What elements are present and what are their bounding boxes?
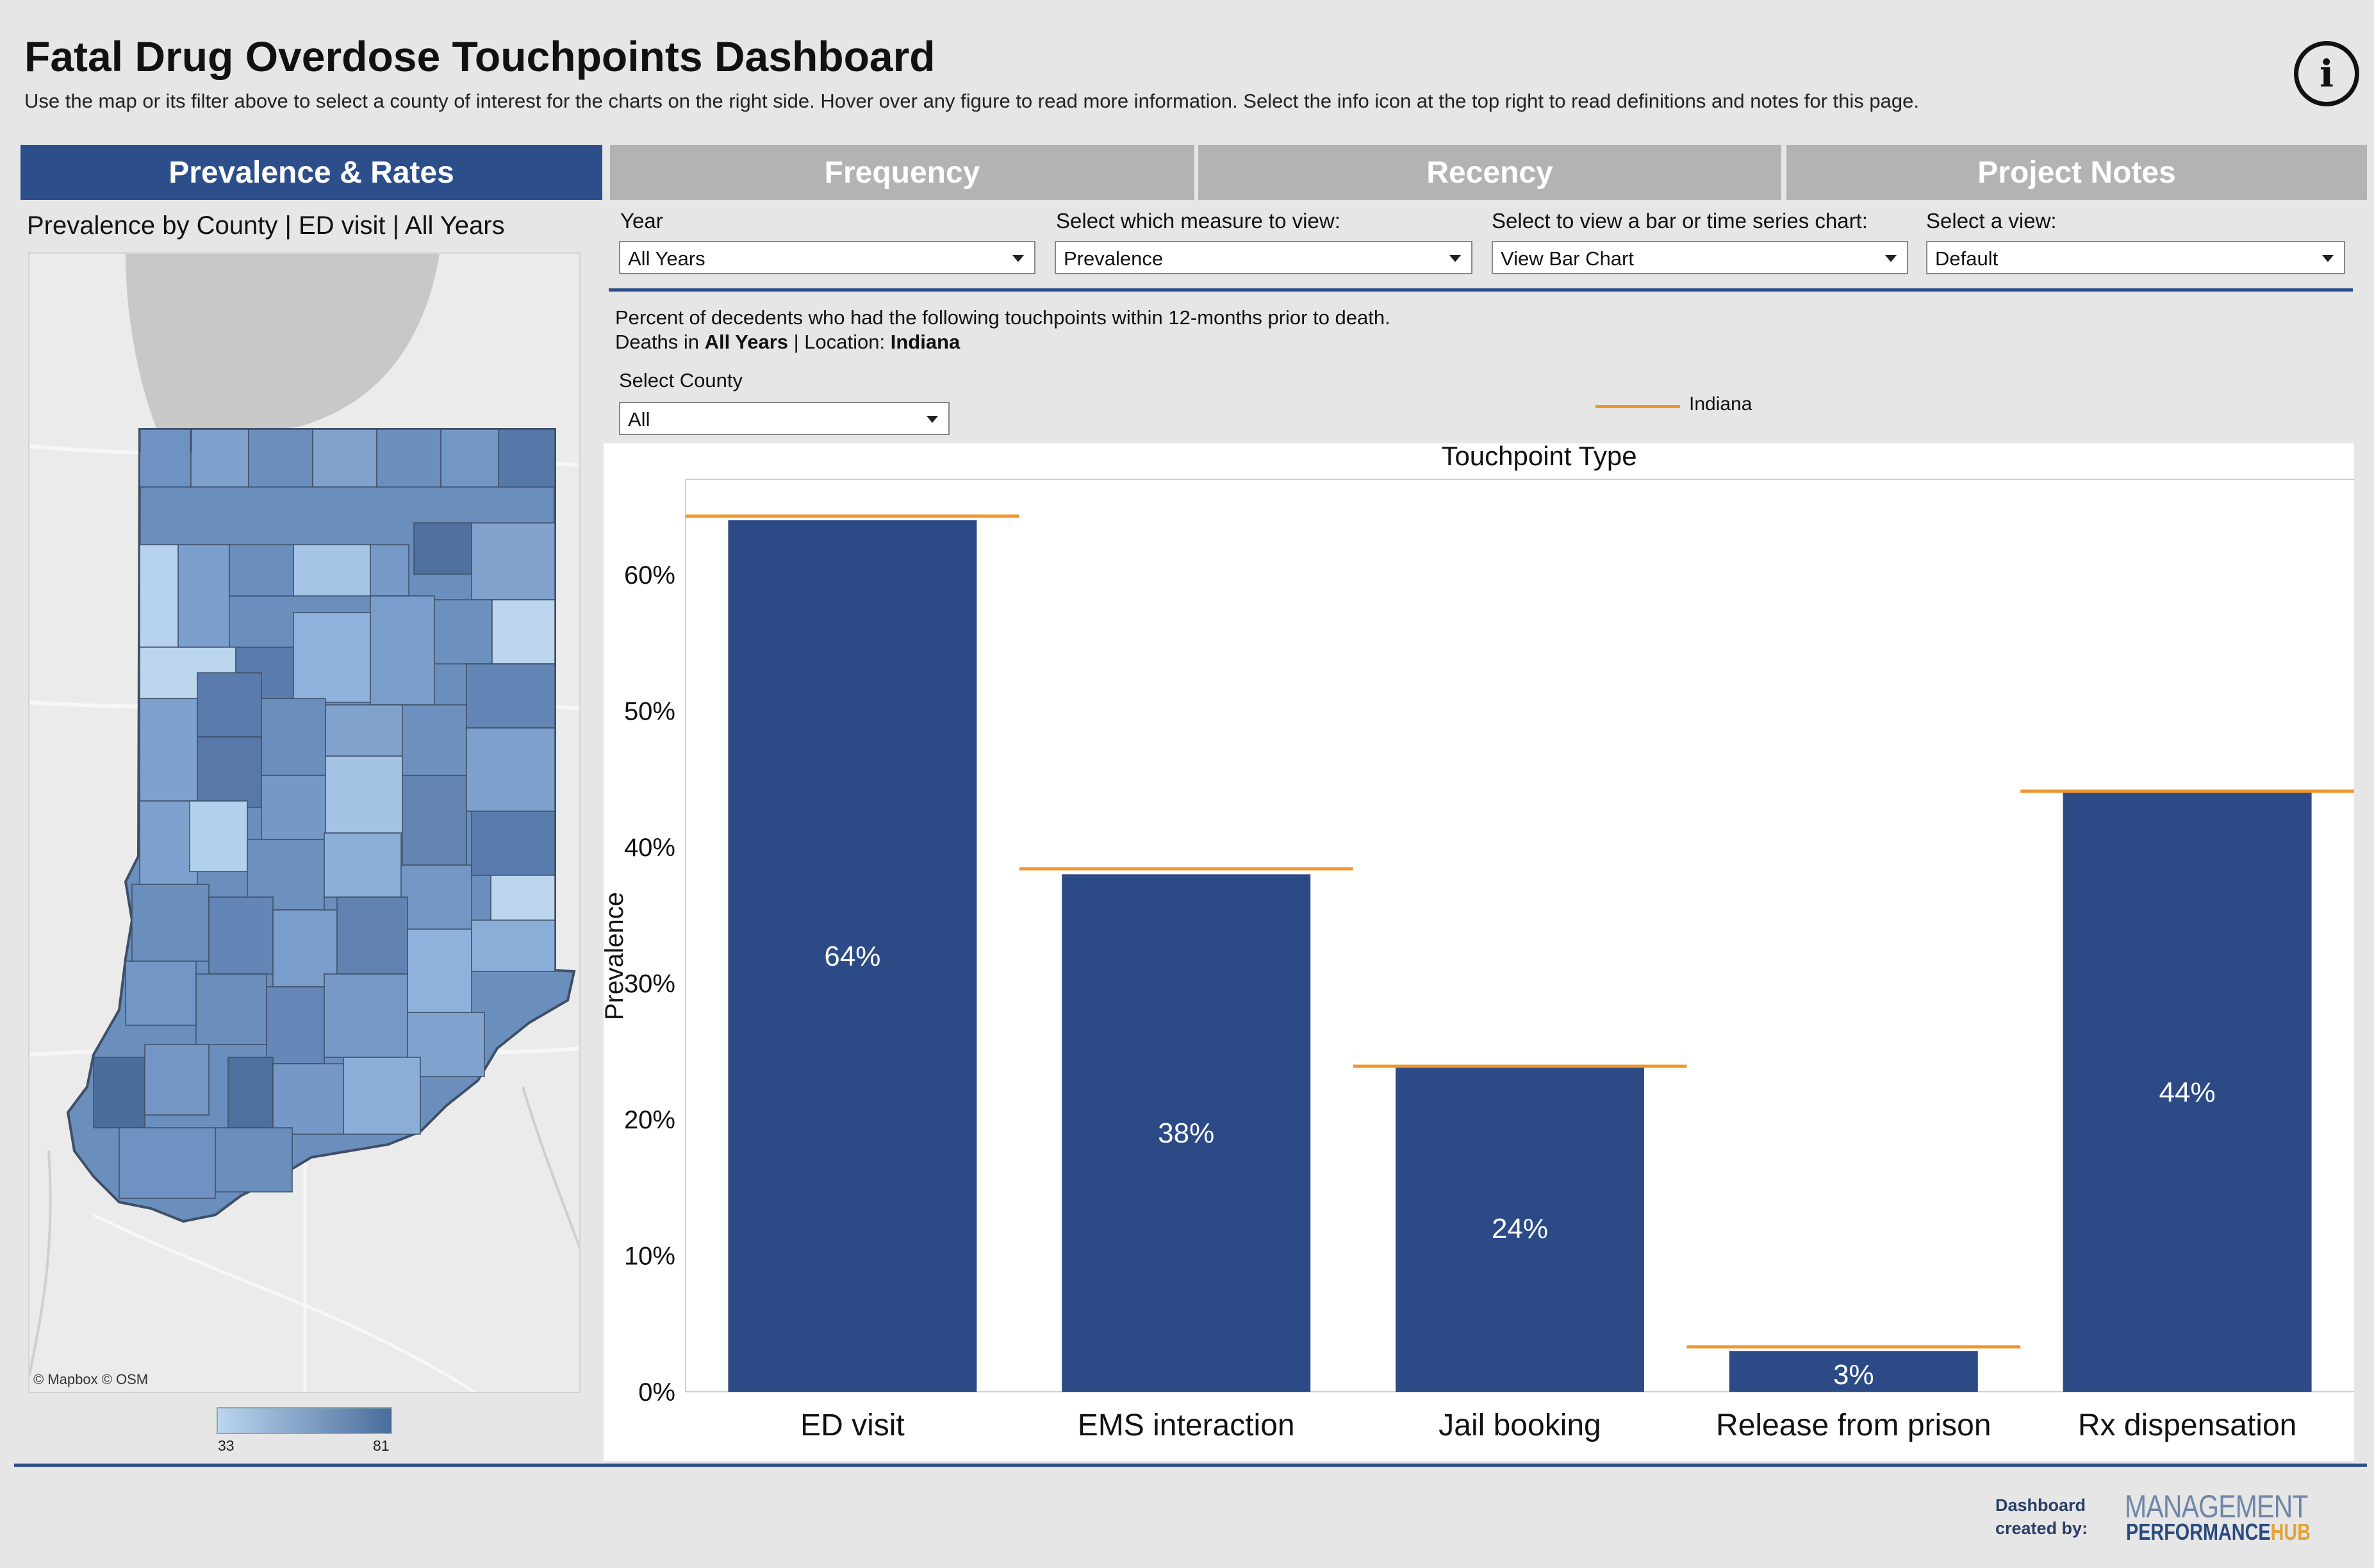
chart-type-filter-label: Select to view a bar or time series char… <box>1492 209 1868 233</box>
bar[interactable] <box>728 520 977 1392</box>
map-credit: © Mapbox © OSM <box>33 1371 149 1387</box>
page-subtitle: Use the map or its filter above to selec… <box>24 90 1919 112</box>
bar[interactable] <box>1062 874 1311 1392</box>
bar-data-label: 38% <box>1158 1118 1214 1149</box>
bar[interactable] <box>1729 1351 1978 1392</box>
county-map[interactable] <box>28 252 581 1393</box>
logo-performance: PERFORMANCE <box>2126 1519 2271 1545</box>
x-tick-label: Rx dispensation <box>2078 1408 2297 1442</box>
chart-description: Percent of decedents who had the followi… <box>615 306 1390 329</box>
y-tick-label: 0% <box>638 1378 675 1407</box>
chevron-down-icon <box>1012 255 1024 262</box>
chevron-down-icon <box>1449 255 1461 262</box>
measure-filter-label: Select which measure to view: <box>1056 209 1340 233</box>
bar[interactable] <box>2063 792 2312 1392</box>
tab-project-notes[interactable]: Project Notes <box>1786 145 2367 200</box>
x-tick-label: Release from prison <box>1716 1408 1991 1442</box>
x-tick-label: EMS interaction <box>1078 1408 1295 1442</box>
x-tick-label: ED visit <box>800 1408 905 1442</box>
chart-panel: Touchpoint Type Prevalence 0% 10% 20% 30% 40… <box>600 441 2354 1461</box>
chart-title: Touchpoint Type <box>1441 443 1636 471</box>
context-location: Indiana <box>890 331 960 353</box>
mph-logo-bottom[interactable]: PERFORMANCEHUB <box>2126 1519 2311 1546</box>
y-tick-label: 60% <box>624 561 675 590</box>
y-axis-label: Prevalence <box>604 892 629 1020</box>
y-tick-label: 10% <box>624 1242 675 1270</box>
bar-data-label: 3% <box>1833 1359 1874 1391</box>
footer-divider <box>14 1464 2367 1467</box>
tab-frequency[interactable]: Frequency <box>610 145 1194 200</box>
county-dropdown-value: All <box>628 408 650 431</box>
year-dropdown[interactable]: All Years <box>619 241 1035 274</box>
measure-dropdown[interactable]: Prevalence <box>1055 241 1472 274</box>
chevron-down-icon <box>2322 255 2334 262</box>
mph-logo-top[interactable]: MANAGEMENT <box>2125 1489 2308 1524</box>
county-dropdown[interactable]: All <box>619 402 950 435</box>
bar-data-label: 44% <box>2159 1077 2216 1108</box>
info-icon[interactable]: i <box>2294 41 2359 106</box>
chevron-down-icon <box>1885 255 1897 262</box>
tab-prevalence-rates[interactable]: Prevalence & Rates <box>21 145 602 200</box>
page-title: Fatal Drug Overdose Touchpoints Dashboar… <box>24 33 936 80</box>
logo-hub: HUB <box>2270 1519 2311 1545</box>
credit-line-1: Dashboard <box>1995 1496 2086 1515</box>
y-tick-label: 30% <box>624 970 675 998</box>
y-tick-label: 50% <box>624 697 675 725</box>
year-filter-label: Year <box>620 209 663 233</box>
legend-max-value: 81 <box>373 1437 390 1454</box>
context-prefix: Deaths in <box>615 331 705 353</box>
chart-type-dropdown[interactable]: View Bar Chart <box>1492 241 1908 274</box>
lake-michigan <box>126 254 440 433</box>
credit-line-2: created by: <box>1995 1519 2088 1538</box>
view-dropdown[interactable]: Default <box>1926 241 2345 274</box>
bar-chart[interactable]: Touchpoint Type Prevalence 0% 10% 20% 30% 40… <box>600 441 2354 1461</box>
x-tick-label: Jail booking <box>1438 1408 1601 1442</box>
context-separator: | Location: <box>788 331 891 353</box>
county-filter-label: Select County <box>619 369 743 392</box>
map-canvas[interactable] <box>29 254 581 1393</box>
y-tick-label: 20% <box>624 1106 675 1134</box>
bar[interactable] <box>1396 1064 1644 1392</box>
filter-divider <box>609 288 2353 292</box>
legend-min-value: 33 <box>218 1437 235 1454</box>
indiana-legend-line <box>1595 405 1680 408</box>
context-years: All Years <box>704 331 788 353</box>
view-filter-label: Select a view: <box>1926 209 2057 233</box>
chart-type-dropdown-value: View Bar Chart <box>1501 247 1634 270</box>
color-legend-bar <box>217 1407 392 1434</box>
chevron-down-icon <box>927 416 938 423</box>
view-dropdown-value: Default <box>1935 247 1999 270</box>
map-title: Prevalence by County | ED visit | All Ye… <box>27 211 505 240</box>
measure-dropdown-value: Prevalence <box>1064 247 1164 270</box>
y-tick-label: 40% <box>624 834 675 862</box>
tab-recency[interactable]: Recency <box>1198 145 1781 200</box>
bar-data-label: 64% <box>824 941 880 972</box>
year-dropdown-value: All Years <box>628 247 705 270</box>
chart-context: Deaths in All Years | Location: Indiana <box>615 331 960 354</box>
bar-data-label: 24% <box>1492 1213 1548 1244</box>
indiana-legend-label: Indiana <box>1689 393 1752 415</box>
county-shapes[interactable] <box>93 429 556 1199</box>
